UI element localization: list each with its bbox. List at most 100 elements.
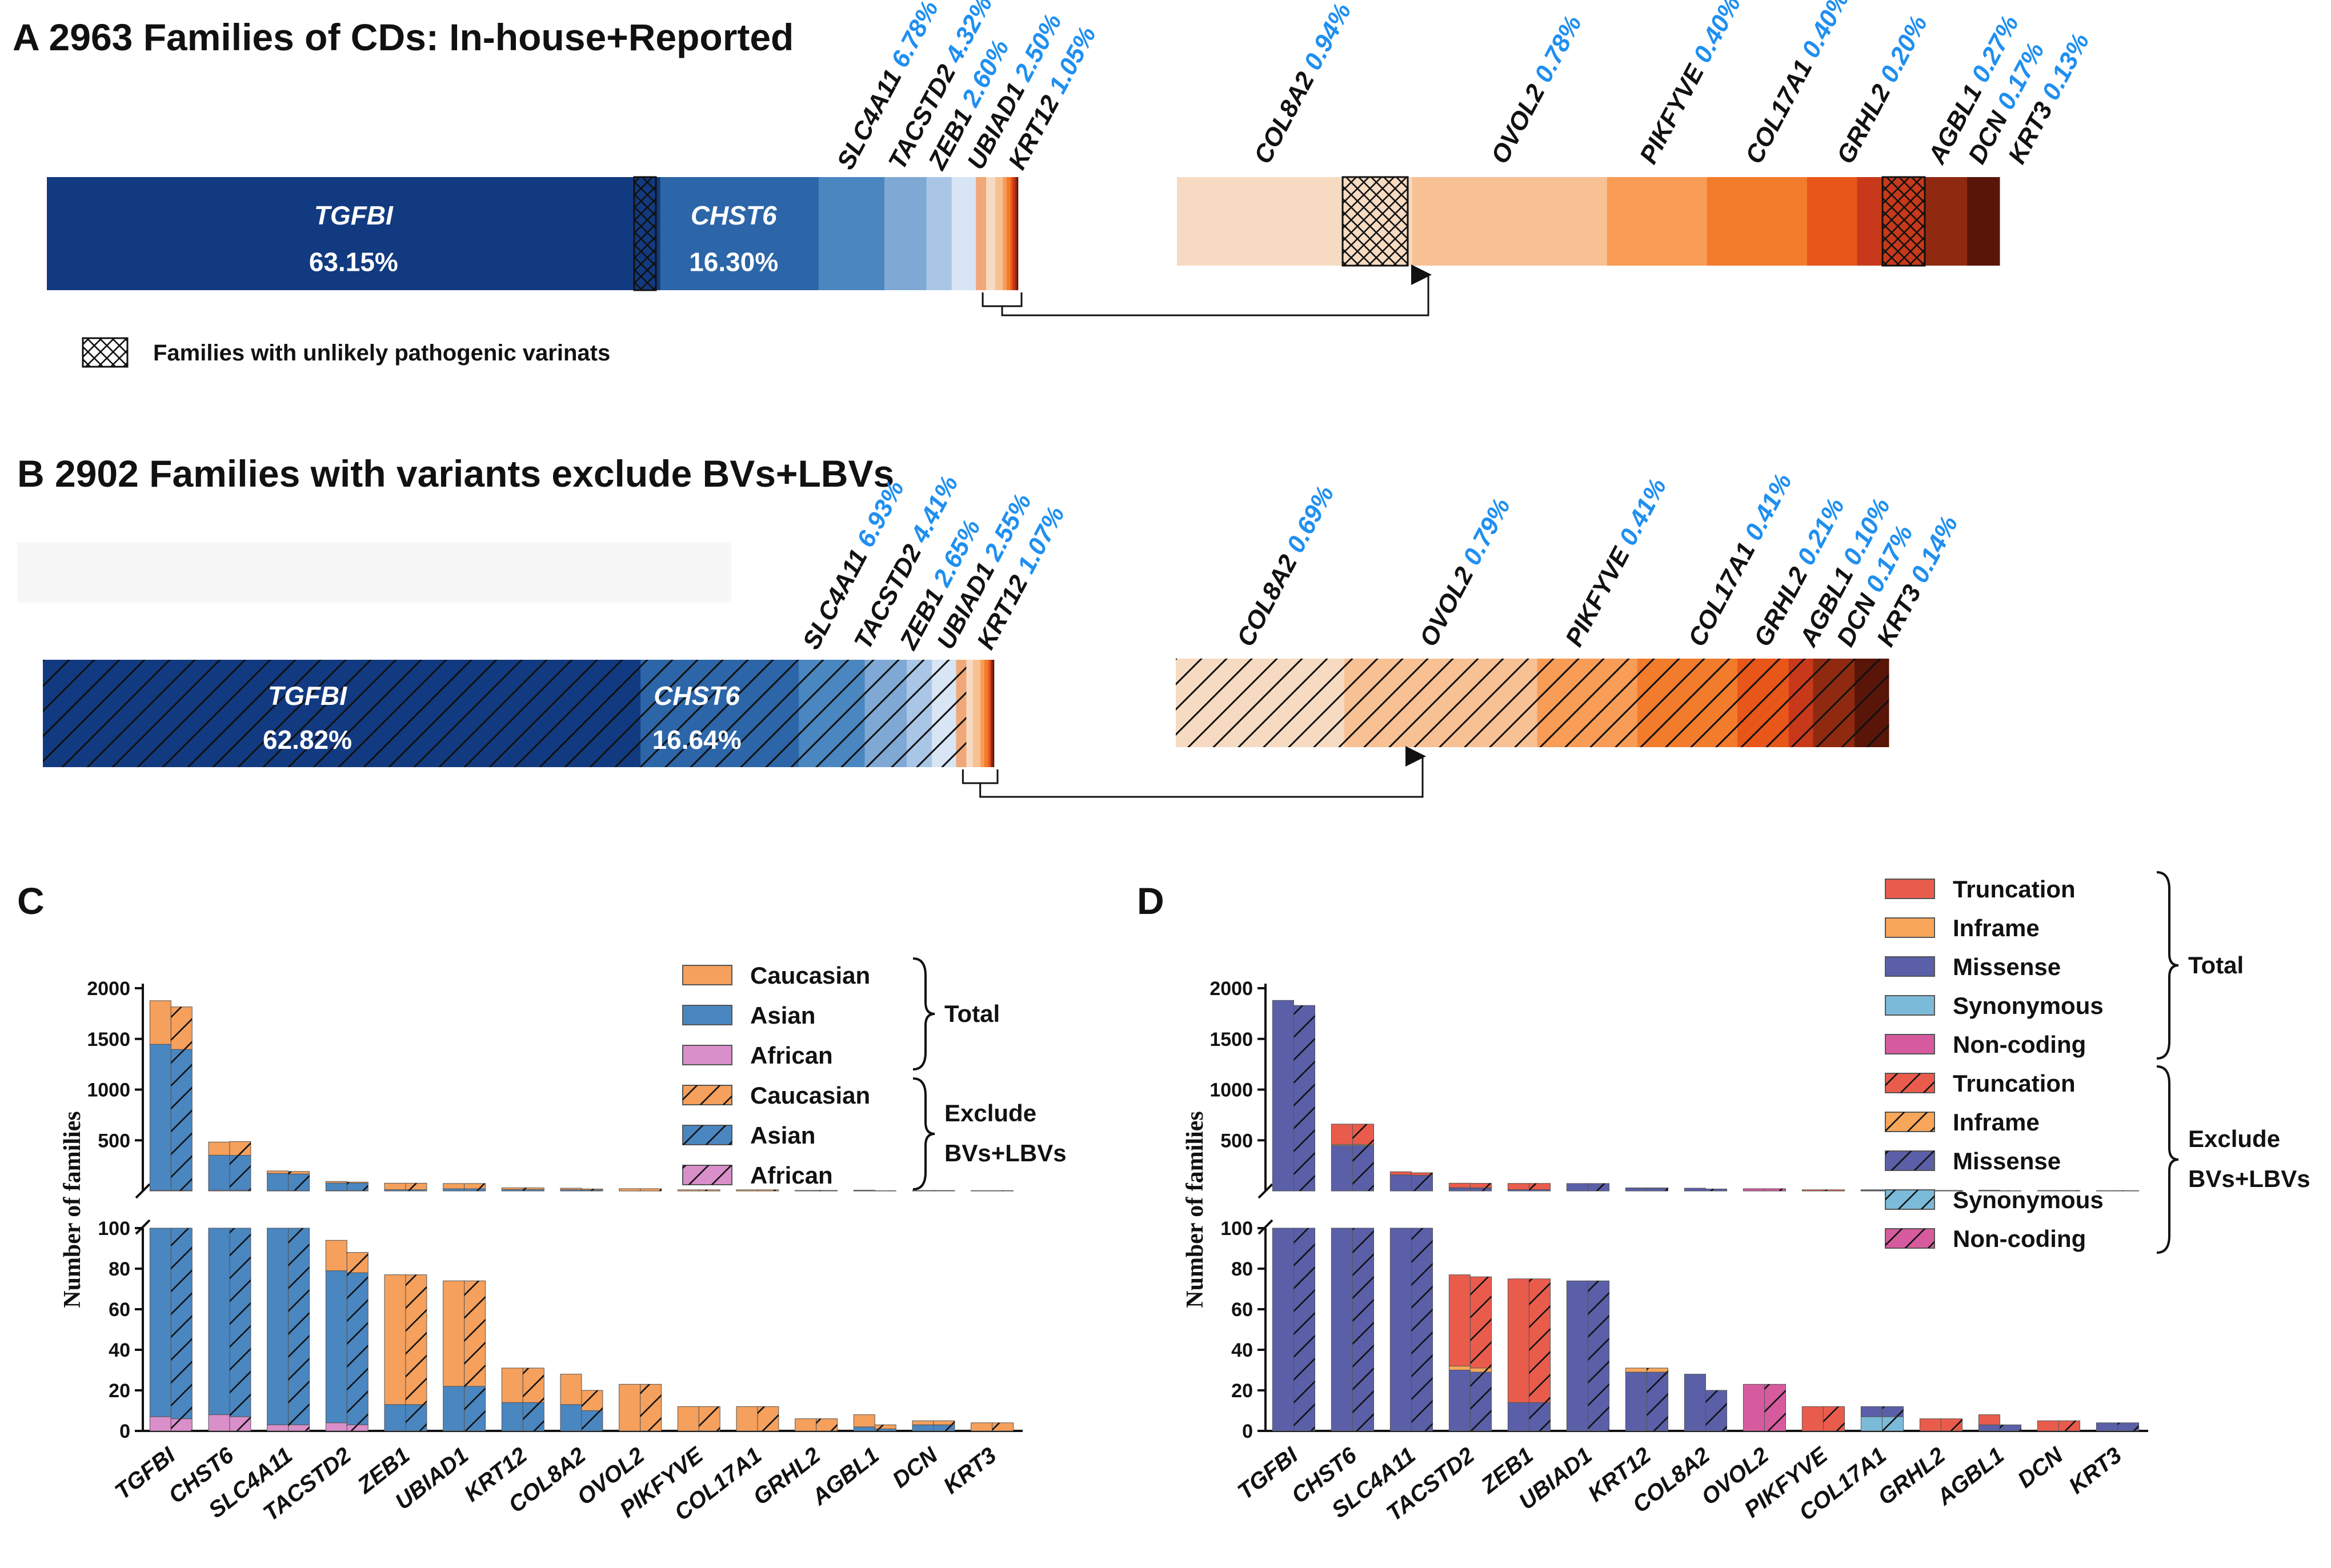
y-tick-label: 60 <box>1231 1299 1253 1321</box>
bar-Total-Missense-TGFBI <box>1272 1228 1294 1431</box>
legend-swatch-Synonymous <box>1885 995 1935 1016</box>
bar-upper-Total-Missense-TACSTD2 <box>1448 1188 1471 1192</box>
bar-hatch-CHST6 <box>229 1228 251 1417</box>
bar-upper-hatch-UBIAD1 <box>464 1189 486 1191</box>
bar-upper-hatch-OVOL2 <box>640 1188 662 1191</box>
x-tick-label-DCN: DCN <box>2013 1442 2068 1493</box>
bar-upper-hatch-SLC4A11 <box>1411 1173 1433 1176</box>
bar-pct-label-TGFBI: 63.15% <box>309 247 398 276</box>
rotated-pct-GRHL2: 0.20% <box>1875 11 1933 87</box>
legend-group-exclude: Exclude <box>2188 1125 2280 1152</box>
bar-Total-Caucasian-COL17A1 <box>736 1406 758 1431</box>
legend-label-Caucasian: Caucasian <box>750 962 870 989</box>
panel-b-title: B 2902 Families with variants exclude BV… <box>17 452 894 495</box>
bar-segment-COL8A2 <box>986 177 996 290</box>
legend-swatch-Missense <box>1885 956 1935 977</box>
bar-hatch-KRT3 <box>992 1422 1014 1431</box>
bar-segment-KRT12 <box>976 177 987 290</box>
rotated-pct-KRT3: 0.13% <box>2037 29 2095 105</box>
bar-upper-hatch-DCN <box>2058 1190 2080 1191</box>
bar-segment-TGFBI <box>47 177 661 290</box>
zoom-hatch-OVOL2 <box>1344 659 1538 747</box>
bar-hatch-AGBL1 <box>875 1429 896 1431</box>
bar-hatch-ZEB1 <box>906 660 932 767</box>
bar-hatch-OVOL2 <box>640 1384 662 1431</box>
y-tick-label: 1500 <box>1209 1029 1253 1050</box>
y-tick-label: 0 <box>1242 1421 1253 1442</box>
y-axis-title: Number of families <box>1182 1111 1208 1308</box>
bar-Total-Caucasian-TACSTD2 <box>325 1240 347 1272</box>
bar-upper-Total-Asian-UBIAD1 <box>443 1188 465 1192</box>
bar-upper-hatch-CHST6 <box>1352 1145 1374 1191</box>
x-tick-label-GRHL2: GRHL2 <box>1873 1442 1950 1510</box>
bar-hatch-UBIAD1 <box>464 1281 486 1386</box>
rotated-gene-OVOL2: OVOL2 <box>1486 74 1554 168</box>
y-tick-label: 1000 <box>1209 1080 1253 1101</box>
bar-Total-Asian-CHST6 <box>208 1228 230 1415</box>
bar-Total-Missense-SLC4A11 <box>1389 1228 1412 1431</box>
bar-hatch-KRT12 <box>523 1402 544 1431</box>
bar-segment-OVOL2 <box>972 660 981 767</box>
panel-a-note: Families with unlikely pathogenic varina… <box>82 337 610 368</box>
bar-upper-hatch-TGFBI <box>171 1006 193 1050</box>
bar-upper-hatch-COL8A2 <box>581 1189 603 1190</box>
bar-Total-Asian-SLC4A11 <box>267 1228 289 1425</box>
panel-d-chart: 500 1000 1500 2000 0 20 40 60 80 100 Number of fam… <box>1182 871 2310 1526</box>
legend-group-exclude-2: BVs+LBVs <box>2188 1165 2310 1192</box>
bar-Total-Truncation-TACSTD2 <box>1448 1274 1471 1366</box>
bar-upper-hatch-TACSTD2 <box>347 1182 369 1184</box>
legend-brace-0 <box>2156 871 2179 1060</box>
legend-label-Non-coding: Non-coding <box>1953 1031 2086 1058</box>
bar-upper-hatch-KRT12 <box>523 1189 544 1191</box>
legend-label-Asian: Asian <box>750 1122 815 1149</box>
zoom-connector-arrow <box>979 746 1426 798</box>
bar-Total-Caucasian-GRHL2 <box>795 1418 817 1431</box>
bar-upper-Total-Caucasian-OVOL2 <box>619 1188 641 1192</box>
legend-label-Missense: Missense <box>1953 953 2061 980</box>
bar-hatch-COL17A1 <box>1882 1406 1904 1417</box>
bar-upper-Total-Caucasian-PIKFYVE <box>677 1189 699 1192</box>
bar-upper-Total-Truncation-SLC4A11 <box>1389 1171 1412 1176</box>
y-tick-label: 0 <box>119 1421 130 1442</box>
legend-swatch-hatch-African <box>683 1165 732 1185</box>
bar-upper-hatch-CHST6 <box>229 1190 251 1191</box>
bar-segment-OVOL2 <box>995 177 1003 290</box>
bar-Total-Missense-KRT3 <box>2096 1422 2118 1431</box>
x-tick-label-AGBL1: AGBL1 <box>807 1442 884 1510</box>
bar-upper-hatch-UBIAD1 <box>1588 1183 1609 1191</box>
y-tick-label: 1500 <box>87 1029 130 1050</box>
y-tick-label: 80 <box>109 1258 130 1280</box>
zoom-unlikely-marker-0 <box>1341 176 1409 267</box>
bar-upper-hatch-UBIAD1 <box>464 1183 486 1189</box>
bar-upper-hatch-COL8A2 <box>1705 1189 1727 1191</box>
bar-upper-Total-Caucasian-COL17A1 <box>736 1189 758 1192</box>
zoom-hatch-GRHL2 <box>1737 659 1789 747</box>
zoom-unlikely-marker-1 <box>1881 176 1926 267</box>
legend-group-exclude-2: BVs+LBVs <box>944 1140 1067 1166</box>
x-tick-label-DCN: DCN <box>888 1442 943 1493</box>
bar-upper-Total-Caucasian-CHST6 <box>208 1141 230 1156</box>
bar-Total-Inframe-TACSTD2 <box>1448 1365 1471 1370</box>
x-tick-label-GRHL2: GRHL2 <box>748 1442 825 1510</box>
bar-hatch-ZEB1 <box>1529 1402 1551 1431</box>
rotated-label-COL8A2: COL8A2 0.94% <box>1249 0 1357 169</box>
bar-segment-KRT3 <box>992 660 995 767</box>
bar-hatch-GRHL2 <box>816 1418 838 1431</box>
y-tick-label: 1000 <box>87 1080 130 1101</box>
rotated-pct-COL8A2: 0.69% <box>1281 481 1340 557</box>
legend-swatch-hatch-Asian <box>683 1125 732 1145</box>
y-tick-label: 500 <box>1220 1130 1253 1152</box>
bar-segment-TACSTD2 <box>884 177 927 290</box>
y-tick-label: 20 <box>109 1380 130 1402</box>
bar-hatch-TACSTD2 <box>1470 1368 1492 1373</box>
bar-hatch-TACSTD2 <box>347 1425 369 1431</box>
bar-segment-UBIAD1 <box>951 177 976 290</box>
legend-swatch-African <box>682 1045 732 1065</box>
bar-upper-hatch-PIKFYVE <box>699 1189 720 1191</box>
bar-upper-hatch-CHST6 <box>1352 1144 1374 1146</box>
rotated-label-GRHL2: GRHL2 0.20% <box>1832 11 1933 169</box>
bar-hatch-TGFBI <box>171 1228 193 1419</box>
rotated-gene-GRHL2: GRHL2 <box>1832 74 1900 168</box>
unlikely-pathogenic-label: Families with unlikely pathogenic varina… <box>153 340 610 366</box>
